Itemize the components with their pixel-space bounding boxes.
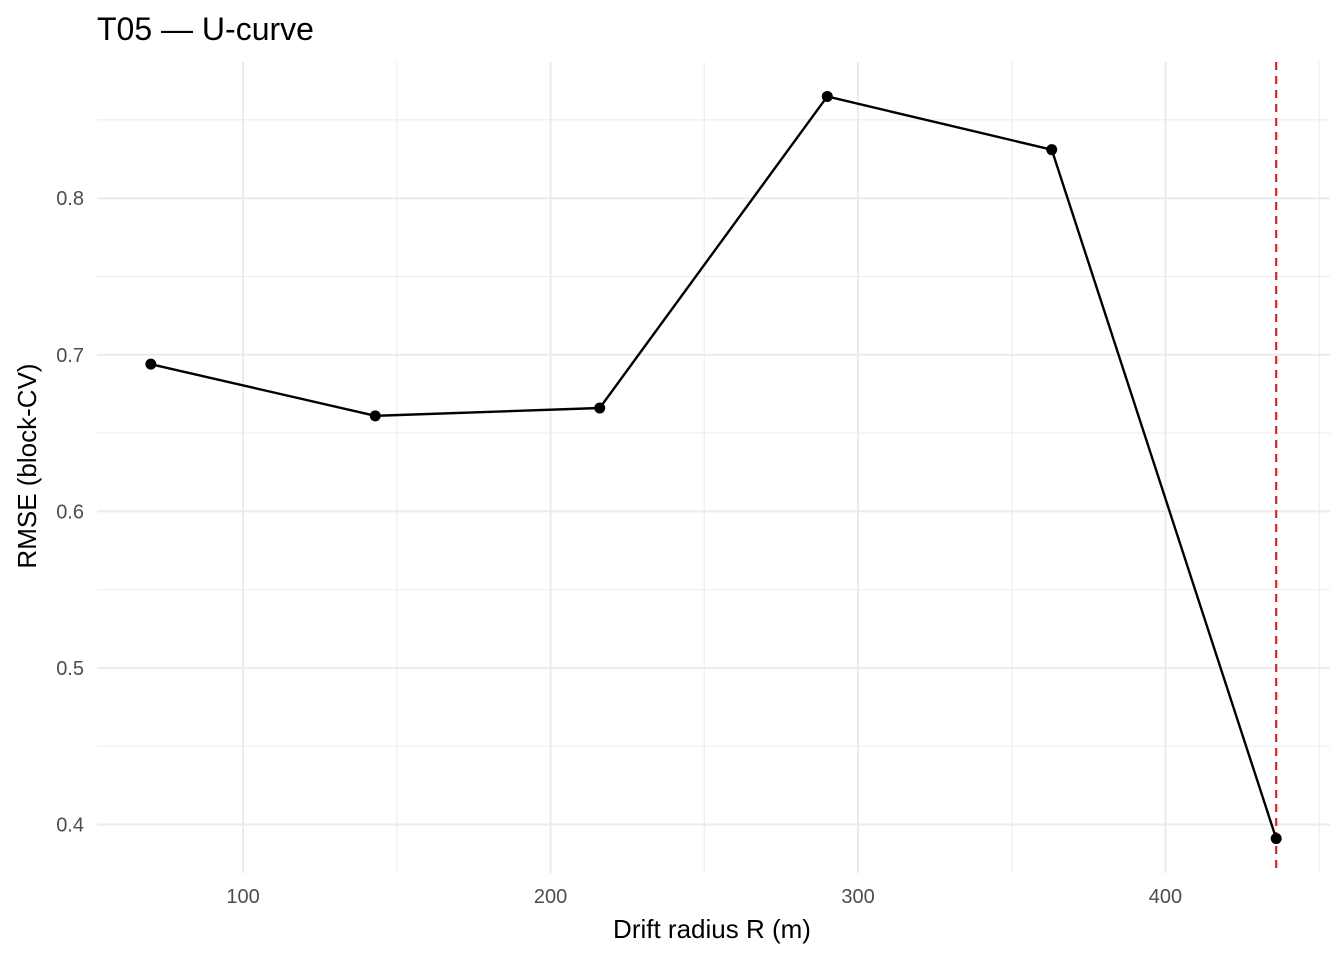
series-line — [150, 95, 1278, 839]
y-axis-title: RMSE (block-CV) — [12, 363, 42, 568]
data-point — [369, 410, 381, 422]
y-tick-label: 0.5 — [56, 658, 84, 680]
y-tick-label: 0.6 — [56, 501, 84, 523]
x-tick-label: 300 — [841, 886, 874, 908]
series-layer — [150, 95, 1278, 839]
points-layer — [145, 90, 1282, 845]
data-point — [145, 358, 157, 370]
grid — [97, 62, 1330, 873]
data-point — [1046, 144, 1058, 156]
y-tick-label: 0.4 — [56, 814, 84, 836]
x-tick-label: 200 — [534, 886, 567, 908]
x-axis-title: Drift radius R (m) — [613, 914, 811, 944]
y-tick-label: 0.7 — [56, 345, 84, 367]
data-point — [821, 90, 833, 102]
chart-title: T05 — U-curve — [97, 11, 314, 47]
x-axis-ticks: 100 200 300 400 — [226, 886, 1182, 908]
data-point — [1270, 833, 1282, 845]
x-tick-label: 400 — [1149, 886, 1182, 908]
data-point — [594, 402, 606, 414]
y-tick-label: 0.8 — [56, 188, 84, 210]
y-axis-ticks: 0.4 0.5 0.6 0.7 0.8 — [56, 188, 84, 836]
x-tick-label: 100 — [226, 886, 259, 908]
